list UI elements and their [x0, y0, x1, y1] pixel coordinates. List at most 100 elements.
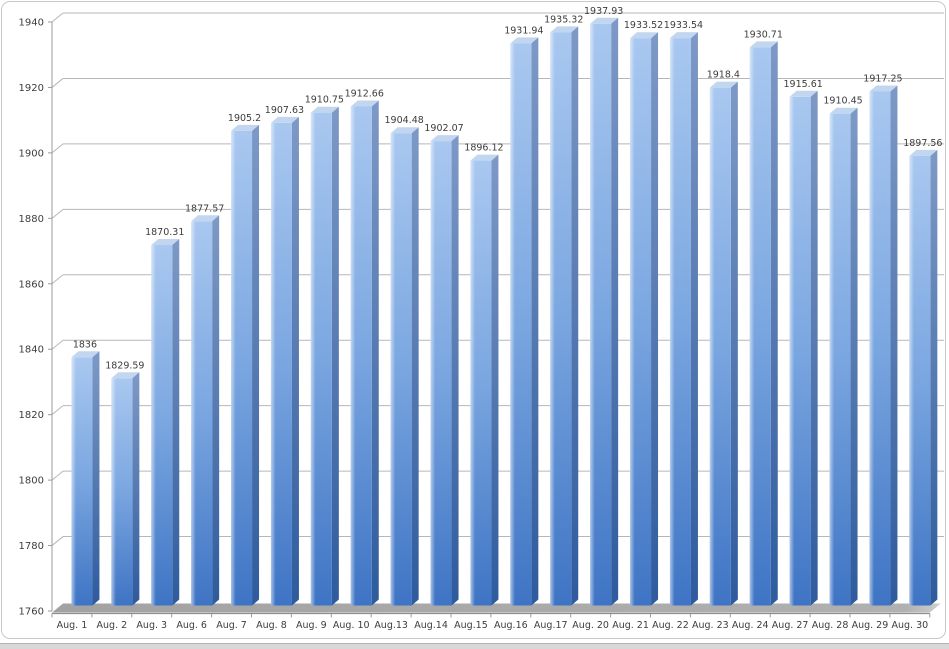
y-axis-tick-label: 1900: [19, 148, 44, 159]
bar-value-label: 1829.59: [105, 360, 144, 371]
bar-top-face: [909, 149, 938, 156]
bar-side-face: [651, 32, 659, 606]
bar: [590, 17, 619, 606]
bar: [510, 37, 539, 606]
x-axis-category-label: Aug. 27: [772, 620, 809, 631]
bar-front-highlight: [390, 133, 412, 606]
bar-value-label: 1897.56: [903, 138, 942, 149]
bar-top-face: [869, 85, 898, 92]
y-axis-tick-label: 1880: [19, 214, 44, 225]
bar-value-label: 1877.57: [185, 203, 224, 214]
bar-top-face: [310, 106, 339, 113]
bar-top-face: [829, 107, 858, 114]
y-axis-tick-label: 1920: [19, 83, 44, 94]
bar-front-highlight: [669, 38, 691, 606]
bar-front-highlight: [470, 160, 492, 606]
bar-top-face: [510, 37, 539, 44]
bar-value-label: 1836: [73, 339, 97, 350]
bar-value-label: 1930.71: [744, 29, 783, 40]
x-axis-category-label: Aug. 24: [732, 620, 769, 631]
bar-side-face: [491, 154, 499, 606]
x-axis-category-label: Aug. 3: [136, 620, 167, 631]
y-axis-tick-label: 1860: [19, 279, 44, 290]
bar-top-face: [71, 351, 100, 358]
bar-front-highlight: [350, 106, 372, 606]
bar-top-face: [231, 124, 260, 131]
bar-value-label: 1917.25: [863, 73, 902, 84]
bar-front-highlight: [869, 91, 891, 606]
bar-value-label: 1910.75: [305, 95, 344, 106]
x-axis-category-label: Aug. 22: [652, 620, 689, 631]
bar-front-highlight: [630, 38, 652, 606]
bar: [390, 127, 419, 606]
bar: [749, 41, 778, 606]
bar: [310, 106, 339, 606]
bar-front-highlight: [310, 112, 332, 606]
y-axis-tick-label: 1940: [19, 18, 44, 29]
bar: [231, 124, 260, 606]
bar-side-face: [930, 149, 938, 606]
bar-side-face: [291, 116, 299, 606]
bar-value-label: 1902.07: [424, 123, 463, 134]
bar-value-label: 1870.31: [145, 227, 184, 238]
bar-value-label: 1896.12: [464, 143, 503, 154]
bar: [350, 100, 379, 606]
gridline-connector: [51, 143, 64, 154]
bar: [470, 154, 499, 606]
gridline-connector: [51, 405, 64, 416]
bar: [71, 351, 100, 606]
bar-top-face: [350, 100, 379, 107]
x-axis-category-label: Aug.15: [454, 620, 488, 631]
bar-front-highlight: [510, 43, 532, 606]
y-axis-tick-label: 1840: [19, 345, 44, 356]
bar-value-label: 1907.63: [265, 105, 304, 116]
bar-value-label: 1915.61: [784, 79, 823, 90]
bar-front-highlight: [550, 32, 572, 606]
bar-side-face: [531, 37, 539, 606]
chart-floor: [52, 603, 941, 613]
x-axis-category-label: Aug.17: [534, 620, 568, 631]
bar-side-face: [132, 372, 140, 606]
x-axis-category-label: Aug.16: [494, 620, 528, 631]
bar-side-face: [611, 17, 619, 606]
x-axis-category-label: Aug. 21: [612, 620, 649, 631]
bar-front-highlight: [111, 378, 133, 606]
bar-top-face: [191, 215, 220, 222]
x-axis-category-label: Aug. 8: [256, 620, 287, 631]
bar-side-face: [172, 239, 180, 606]
bar-front-highlight: [709, 87, 731, 606]
bar-top-face: [470, 154, 499, 161]
x-axis-category-label: Aug. 6: [176, 620, 207, 631]
bar: [869, 85, 898, 606]
bar-top-face: [590, 17, 619, 24]
x-axis-category-label: Aug. 1: [57, 620, 88, 631]
bar-value-label: 1912.66: [345, 88, 384, 99]
bar-side-face: [730, 81, 738, 606]
bar-top-face: [749, 41, 778, 48]
bar-front-highlight: [430, 141, 452, 606]
bar-front-highlight: [71, 357, 93, 606]
bar-value-label: 1918.4: [707, 70, 740, 81]
bar-side-face: [770, 41, 778, 606]
bar: [909, 149, 938, 606]
x-axis-category-label: Aug.13: [374, 620, 408, 631]
bar-front-highlight: [789, 96, 811, 606]
bar: [829, 107, 858, 606]
bar-side-face: [212, 215, 220, 606]
bar: [111, 372, 140, 606]
x-axis-category-label: Aug.14: [414, 620, 448, 631]
gridline-connector: [51, 339, 64, 350]
bar-front-highlight: [909, 155, 931, 606]
bar-side-face: [850, 107, 858, 606]
x-axis-category-label: Aug. 29: [852, 620, 889, 631]
gridline-connector: [51, 208, 64, 219]
bar-side-face: [571, 26, 579, 606]
bar: [191, 215, 220, 606]
bar-front-highlight: [270, 122, 292, 606]
bar-value-label: 1905.2: [228, 113, 261, 124]
gridline-connector: [51, 470, 64, 481]
bar-value-label: 1937.93: [584, 6, 623, 17]
bar-side-face: [690, 32, 698, 606]
bar-front-highlight: [151, 245, 173, 606]
bar-top-face: [669, 32, 698, 39]
